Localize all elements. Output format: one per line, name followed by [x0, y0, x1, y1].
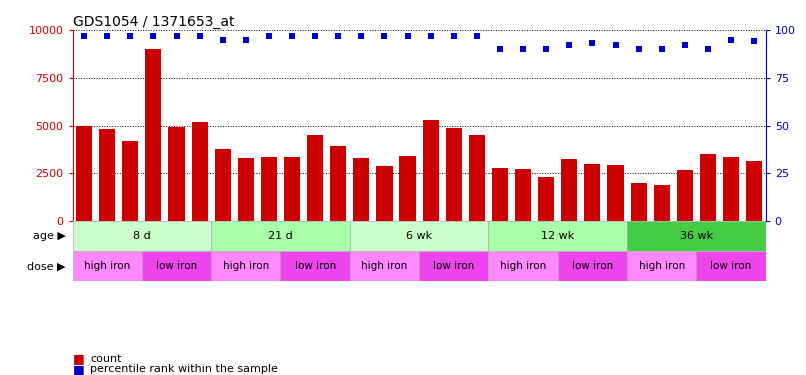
- Text: low iron: low iron: [156, 261, 197, 271]
- Bar: [168, 127, 185, 221]
- Bar: [492, 168, 508, 221]
- Text: low iron: low iron: [294, 261, 336, 271]
- Bar: [211, 221, 350, 251]
- Bar: [330, 146, 347, 221]
- Text: high iron: high iron: [84, 261, 131, 271]
- Text: count: count: [90, 354, 122, 364]
- Text: 36 wk: 36 wk: [679, 231, 713, 241]
- Point: [679, 42, 692, 48]
- Bar: [142, 251, 211, 281]
- Text: GDS1054 / 1371653_at: GDS1054 / 1371653_at: [73, 15, 234, 29]
- Point: [447, 33, 460, 39]
- Text: low iron: low iron: [571, 261, 613, 271]
- Point: [101, 33, 114, 39]
- Bar: [419, 251, 488, 281]
- Text: dose ▶: dose ▶: [27, 261, 65, 271]
- Text: 12 wk: 12 wk: [541, 231, 575, 241]
- Text: high iron: high iron: [222, 261, 269, 271]
- Point: [309, 33, 322, 39]
- Point: [193, 33, 206, 39]
- Bar: [261, 157, 277, 221]
- Text: ■: ■: [73, 363, 85, 375]
- Text: 6 wk: 6 wk: [406, 231, 432, 241]
- Bar: [307, 135, 323, 221]
- Bar: [723, 157, 739, 221]
- Bar: [76, 126, 92, 221]
- Bar: [654, 185, 670, 221]
- Bar: [284, 157, 300, 221]
- Bar: [558, 251, 627, 281]
- Point: [655, 46, 668, 52]
- Bar: [145, 49, 161, 221]
- Point: [586, 40, 599, 46]
- Text: percentile rank within the sample: percentile rank within the sample: [90, 364, 278, 374]
- Bar: [515, 169, 531, 221]
- Bar: [238, 158, 254, 221]
- Text: 8 d: 8 d: [133, 231, 151, 241]
- Bar: [400, 156, 416, 221]
- Point: [493, 46, 506, 52]
- Bar: [280, 251, 350, 281]
- Bar: [214, 148, 231, 221]
- Point: [170, 33, 183, 39]
- Point: [378, 33, 391, 39]
- Bar: [488, 251, 558, 281]
- Bar: [561, 159, 577, 221]
- Text: 21 d: 21 d: [268, 231, 293, 241]
- Text: age ▶: age ▶: [33, 231, 65, 241]
- Point: [517, 46, 530, 52]
- Bar: [211, 251, 280, 281]
- Bar: [538, 177, 555, 221]
- Point: [77, 33, 90, 39]
- Point: [609, 42, 622, 48]
- Bar: [488, 221, 627, 251]
- Bar: [469, 135, 485, 221]
- Text: high iron: high iron: [638, 261, 685, 271]
- Bar: [99, 129, 115, 221]
- Point: [285, 33, 298, 39]
- Bar: [746, 161, 762, 221]
- Bar: [350, 221, 488, 251]
- Text: ■: ■: [73, 352, 85, 365]
- Bar: [123, 141, 139, 221]
- Text: high iron: high iron: [500, 261, 546, 271]
- Bar: [73, 221, 211, 251]
- Bar: [376, 166, 393, 221]
- Bar: [608, 165, 624, 221]
- Point: [124, 33, 137, 39]
- Bar: [627, 221, 766, 251]
- Bar: [584, 164, 600, 221]
- Bar: [677, 170, 693, 221]
- Bar: [630, 183, 646, 221]
- Point: [147, 33, 160, 39]
- Point: [701, 46, 714, 52]
- Point: [239, 37, 252, 43]
- Bar: [350, 251, 419, 281]
- Point: [725, 37, 737, 43]
- Point: [263, 33, 276, 39]
- Text: low iron: low iron: [433, 261, 475, 271]
- Bar: [73, 251, 142, 281]
- Point: [424, 33, 437, 39]
- Bar: [446, 128, 462, 221]
- Bar: [627, 251, 696, 281]
- Point: [632, 46, 645, 52]
- Point: [216, 37, 229, 43]
- Bar: [696, 251, 766, 281]
- Point: [540, 46, 553, 52]
- Point: [332, 33, 345, 39]
- Point: [401, 33, 414, 39]
- Text: high iron: high iron: [361, 261, 408, 271]
- Bar: [422, 120, 438, 221]
- Bar: [353, 158, 369, 221]
- Bar: [700, 154, 716, 221]
- Text: low iron: low iron: [710, 261, 752, 271]
- Bar: [192, 122, 208, 221]
- Point: [355, 33, 368, 39]
- Point: [563, 42, 575, 48]
- Point: [471, 33, 484, 39]
- Point: [748, 39, 761, 45]
